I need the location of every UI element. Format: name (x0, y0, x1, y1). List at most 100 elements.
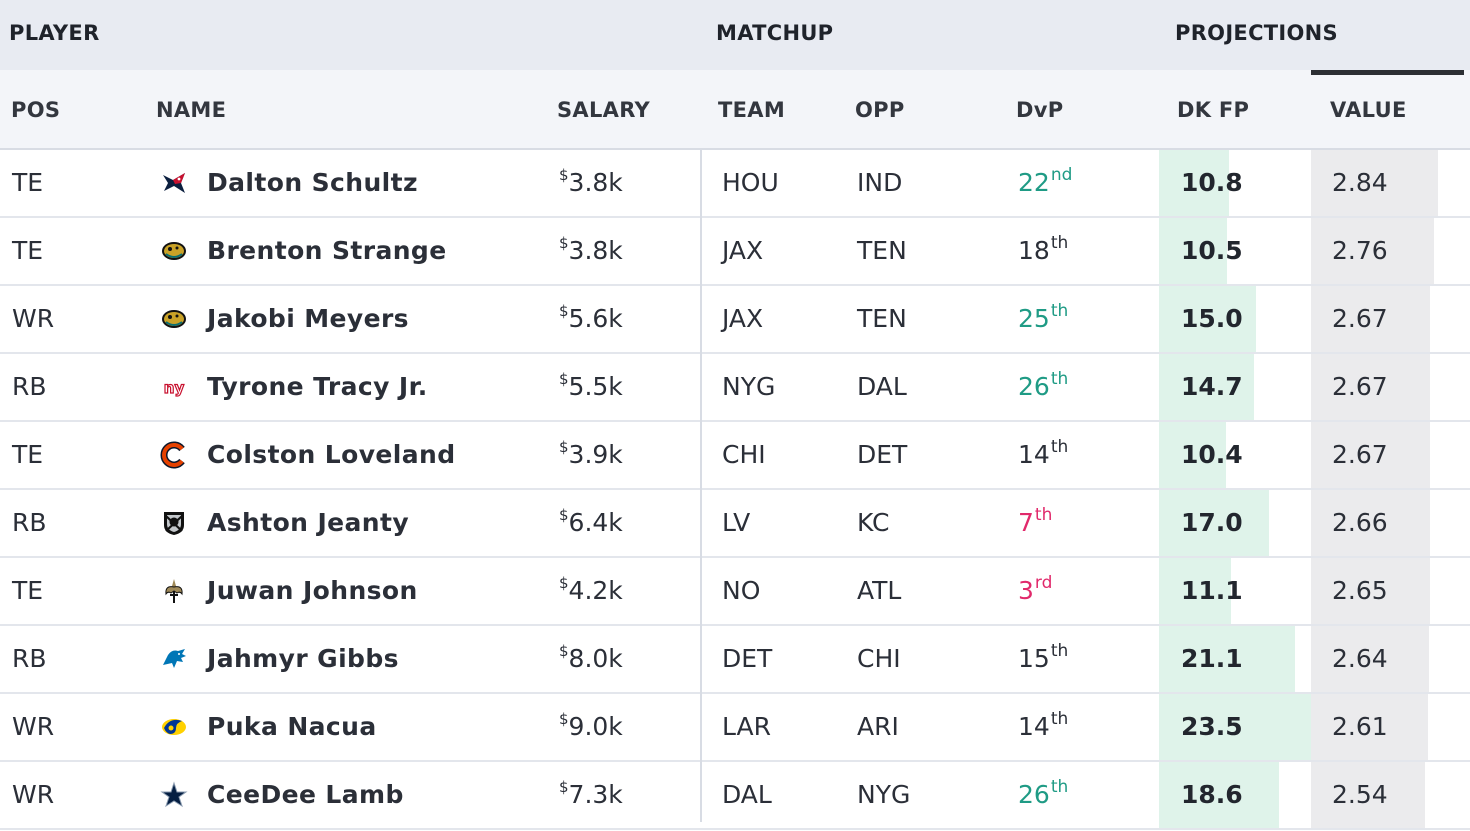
dvp-rank: 14 (1018, 440, 1050, 469)
team-cell: LV (722, 508, 751, 537)
jaguars-logo-icon (160, 237, 188, 265)
value-bar (1311, 626, 1429, 692)
pos-cell: TE (12, 168, 44, 197)
pos-cell: TE (12, 440, 44, 469)
dkfp-cell: 17.0 (1181, 508, 1243, 537)
dvp-ordinal-suffix: th (1050, 641, 1069, 661)
player-name-link[interactable]: CeeDee Lamb (207, 780, 404, 809)
column-header-bar: POS NAME SALARY TEAM OPP DvP DK FP VALUE (0, 70, 1470, 150)
team-cell: JAX (722, 304, 764, 333)
table-row[interactable]: WR Puka Nacua $9.0k LAR ARI 14th 23.5 2.61 (0, 694, 1470, 762)
value-cell: 2.76 (1332, 236, 1388, 265)
dvp-cell: 26th (1018, 762, 1068, 831)
salary-value: 5.5k (568, 372, 623, 401)
player-name-link[interactable]: Dalton Schultz (207, 168, 418, 197)
table-row[interactable]: RB ny Tyrone Tracy Jr. $5.5k NYG DAL 26th 14.7 2… (0, 354, 1470, 422)
player-name-link[interactable]: Juwan Johnson (207, 576, 418, 605)
dkfp-bar (1159, 150, 1229, 216)
player-name-link[interactable]: Brenton Strange (207, 236, 447, 265)
table-row[interactable]: RB Ashton Jeanty $6.4k LV KC 7th 17.0 2.66 (0, 490, 1470, 558)
opp-cell: DET (857, 440, 908, 469)
dvp-rank: 26 (1018, 372, 1050, 401)
value-cell: 2.67 (1332, 440, 1388, 469)
cowboys-logo-icon (160, 781, 188, 809)
dkfp-bar (1159, 626, 1295, 692)
salary-cell: $8.0k (559, 626, 623, 692)
opp-cell: ATL (857, 576, 902, 605)
value-bar (1311, 354, 1430, 420)
table-row[interactable]: TE Colston Loveland $3.9k CHI DET 14th 10.4 2.6… (0, 422, 1470, 490)
dvp-ordinal-suffix: nd (1050, 165, 1073, 185)
pos-cell: WR (12, 712, 55, 741)
texans-logo-icon (160, 169, 188, 197)
opp-cell: IND (857, 168, 903, 197)
team-cell: NYG (722, 372, 776, 401)
salary-cell: $3.9k (559, 422, 623, 488)
team-cell: DAL (722, 780, 772, 809)
currency-symbol: $ (559, 506, 569, 524)
giants-logo-icon: ny (160, 373, 188, 401)
col-header-opp[interactable]: OPP (855, 98, 905, 122)
dvp-cell: 18th (1018, 218, 1068, 287)
team-cell: DET (722, 644, 773, 673)
dvp-ordinal-suffix: rd (1034, 573, 1053, 593)
player-name-link[interactable]: Jahmyr Gibbs (207, 644, 399, 673)
currency-symbol: $ (559, 234, 569, 252)
player-name-link[interactable]: Tyrone Tracy Jr. (207, 372, 428, 401)
salary-value: 9.0k (568, 712, 623, 741)
col-header-team[interactable]: TEAM (718, 98, 786, 122)
dkfp-bar (1159, 286, 1256, 352)
table-row[interactable]: WR CeeDee Lamb $7.3k DAL NYG 26th 18.6 2.54 (0, 762, 1470, 830)
opp-cell: TEN (857, 236, 907, 265)
col-header-name[interactable]: NAME (156, 98, 227, 122)
table-row[interactable]: TE Juwan Johnson $4.2k NO ATL 3rd 11.1 2.65 (0, 558, 1470, 626)
value-cell: 2.54 (1332, 780, 1388, 809)
col-header-dkfp[interactable]: DK FP (1177, 98, 1250, 122)
player-name-link[interactable]: Puka Nacua (207, 712, 377, 741)
dvp-cell: 14th (1018, 422, 1068, 491)
opp-cell: KC (857, 508, 890, 537)
player-name-link[interactable]: Ashton Jeanty (207, 508, 410, 537)
dkfp-bar (1159, 490, 1269, 556)
table-row[interactable]: TE Dalton Schultz $3.8k HOU IND 22nd 10.8 2.84 (0, 150, 1470, 218)
dvp-cell: 14th (1018, 694, 1068, 763)
table-row[interactable]: RB Jahmyr Gibbs $8.0k DET CHI 15th 21.1 2.64 (0, 626, 1470, 694)
currency-symbol: $ (559, 438, 569, 456)
salary-value: 5.6k (568, 304, 623, 333)
pos-cell: TE (12, 576, 44, 605)
player-name-link[interactable]: Colston Loveland (207, 440, 456, 469)
value-bar (1311, 694, 1428, 760)
opp-cell: NYG (857, 780, 911, 809)
currency-symbol: $ (559, 642, 569, 660)
dvp-cell: 26th (1018, 354, 1068, 423)
dvp-rank: 3 (1018, 576, 1034, 605)
raiders-logo-icon (160, 509, 188, 537)
col-header-value[interactable]: VALUE (1330, 98, 1407, 122)
group-header-matchup: MATCHUP (716, 21, 834, 45)
group-header-bar: PLAYER MATCHUP PROJECTIONS (0, 0, 1470, 70)
table-row[interactable]: WR Jakobi Meyers $5.6k JAX TEN 25th 15.0 2.67 (0, 286, 1470, 354)
saints-logo-icon (160, 577, 188, 605)
pos-cell: RB (12, 372, 47, 401)
col-header-pos[interactable]: POS (11, 98, 61, 122)
salary-value: 3.8k (568, 168, 623, 197)
col-header-salary[interactable]: SALARY (557, 98, 651, 122)
currency-symbol: $ (559, 370, 569, 388)
salary-cell: $4.2k (559, 558, 623, 624)
pos-cell: WR (12, 780, 55, 809)
value-cell: 2.67 (1332, 372, 1388, 401)
col-header-dvp[interactable]: DvP (1016, 98, 1064, 122)
bears-logo-icon (160, 441, 188, 469)
dkfp-cell: 10.4 (1181, 440, 1243, 469)
salary-value: 6.4k (568, 508, 623, 537)
salary-value: 3.9k (568, 440, 623, 469)
group-header-projections: PROJECTIONS (1175, 21, 1338, 45)
dkfp-bar (1159, 762, 1279, 828)
currency-symbol: $ (559, 302, 569, 320)
table-row[interactable]: TE Brenton Strange $3.8k JAX TEN 18th 10.5 2.76 (0, 218, 1470, 286)
dvp-ordinal-suffix: th (1050, 233, 1069, 253)
salary-value: 4.2k (568, 576, 623, 605)
dvp-ordinal-suffix: th (1050, 437, 1069, 457)
player-name-link[interactable]: Jakobi Meyers (207, 304, 409, 333)
dvp-ordinal-suffix: th (1050, 709, 1069, 729)
